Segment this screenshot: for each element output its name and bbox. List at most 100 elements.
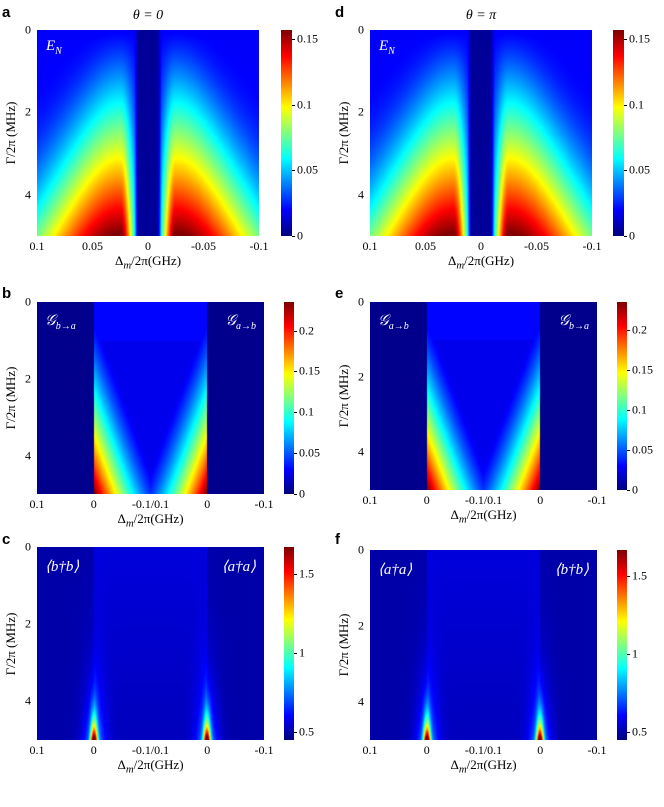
x-tick-label: 0 <box>537 493 544 507</box>
colorbar-tick-label: 0.2 <box>299 323 314 338</box>
panel-title: θ = 0 <box>132 8 164 23</box>
panel-letter: c <box>2 531 11 548</box>
annotation-left: ⟨a†a⟩ <box>378 560 412 579</box>
colorbar-tick-label: 0.1 <box>632 402 647 417</box>
colorbar-tick-mark <box>627 410 630 411</box>
x-tick-label: -0.1 <box>587 743 607 757</box>
x-axis-label-sub: m <box>458 513 467 526</box>
colorbar-d <box>613 30 624 236</box>
annotation-sub: N <box>55 46 62 57</box>
annotation-right: 𝒢a→b <box>225 312 256 332</box>
y-tick-label: 0 <box>25 22 31 37</box>
x-tick-label: 0.05 <box>415 239 436 253</box>
x-tick-label: -0.05 <box>191 239 216 253</box>
annotation-left: EN <box>379 38 395 57</box>
colorbar-tick-mark <box>627 490 630 491</box>
annotation-left: EN <box>46 38 62 57</box>
y-tick-label: 4 <box>25 448 31 463</box>
x-axis-label-rest: /2π(GHz) <box>466 757 517 772</box>
panel-letter: f <box>335 531 340 548</box>
annotation-text: E <box>46 38 56 54</box>
panel-letter: d <box>335 4 345 21</box>
y-tick-label: 0 <box>358 542 364 557</box>
annotation-right: 𝒢b→a <box>558 312 589 332</box>
x-tick-label: -0.1/0.1 <box>131 497 170 511</box>
colorbar-tick-label: 0.05 <box>629 162 650 177</box>
colorbar-tick-mark <box>292 104 295 106</box>
y-tick-label: 0 <box>358 22 364 37</box>
annotation-text: E <box>379 38 389 54</box>
x-tick-label: 0 <box>204 497 211 511</box>
x-axis-label-rest: /2π(GHz) <box>464 253 515 268</box>
annotation-left: 𝒢b→a <box>45 312 76 332</box>
x-axis-label-rest: /2π(GHz) <box>466 507 517 522</box>
x-tick-label: -0.1 <box>254 743 274 757</box>
y-tick-label: 2 <box>25 616 31 631</box>
annotation-text: ⟨a†a⟩ <box>378 562 413 578</box>
heatmap-d <box>370 30 592 236</box>
y-axis-label: Γ/2π (MHz) <box>3 101 18 165</box>
y-tick-label: 2 <box>358 104 364 119</box>
colorbar-tick-mark <box>292 39 295 41</box>
colorbar-tick-mark <box>624 104 627 106</box>
colorbar-tick-mark <box>627 576 630 578</box>
annotation-text: ⟨a†a⟩ <box>221 559 256 575</box>
x-tick-label: 0 <box>145 239 151 253</box>
x-tick-label: 0 <box>90 743 97 757</box>
y-axis-label: Γ/2π (MHz) <box>3 612 18 675</box>
x-tick-label: 0 <box>537 743 544 757</box>
x-axis-label-main: Δ <box>117 511 126 526</box>
colorbar-tick-label: 0.5 <box>632 724 647 739</box>
heatmap-f <box>370 550 597 740</box>
annotation-right: ⟨b†b⟩ <box>555 560 589 579</box>
x-axis-label-sub: m <box>458 763 467 776</box>
x-tick-label: 0.1 <box>362 493 378 507</box>
colorbar-tick-mark <box>624 236 627 237</box>
colorbar-tick-mark <box>627 330 630 331</box>
y-axis-label: Γ/2π (MHz) <box>3 366 18 430</box>
colorbar-b <box>284 302 294 494</box>
x-axis-label: Δm/2π(GHz) <box>117 511 183 530</box>
annotation-text: 𝒢 <box>558 313 569 329</box>
colorbar-tick-mark <box>294 494 297 495</box>
colorbar-tick-mark <box>294 652 297 654</box>
x-tick-label: -0.05 <box>524 239 549 253</box>
panel-letter: b <box>2 285 12 302</box>
colorbar-tick-mark <box>294 330 297 332</box>
colorbar-tick-label: 0.15 <box>297 31 318 46</box>
colorbar-f <box>617 550 627 740</box>
colorbar-tick-label: 0 <box>629 228 635 243</box>
annotation-text: 𝒢 <box>45 313 56 329</box>
annotation-right: ⟨a†a⟩ <box>222 557 256 576</box>
colorbar-tick-mark <box>294 371 297 373</box>
colorbar-tick-label: 1 <box>632 646 638 661</box>
x-axis-label: Δm/2π(GHz) <box>450 507 516 526</box>
y-tick-label: 4 <box>25 187 31 202</box>
y-tick-label: 4 <box>358 444 364 459</box>
colorbar-tick-mark <box>627 450 630 451</box>
colorbar-tick-label: 0.05 <box>299 445 320 460</box>
panel-letter: a <box>2 4 11 21</box>
annotation-text: 𝒢 <box>378 313 389 329</box>
colorbar-tick-label: 0.5 <box>299 724 314 739</box>
x-axis-label-rest: /2π(GHz) <box>133 757 184 772</box>
x-axis-label-main: Δ <box>450 507 459 522</box>
annotation-text: 𝒢 <box>225 313 236 329</box>
colorbar-tick-mark <box>624 170 627 172</box>
colorbar-tick-label: 1 <box>299 645 305 660</box>
colorbar-tick-label: 0 <box>299 486 305 501</box>
x-tick-label: 0.1 <box>362 743 378 757</box>
colorbar-tick-mark <box>294 732 297 734</box>
colorbar-tick-label: 0.1 <box>299 404 314 419</box>
x-axis-label-main: Δ <box>447 253 457 268</box>
x-axis-label: Δm/2π(GHz) <box>448 253 514 272</box>
colorbar-tick-label: 0 <box>632 482 638 497</box>
x-tick-label: 0 <box>423 493 430 507</box>
colorbar-tick-label: 0.05 <box>297 162 318 177</box>
colorbar-tick-mark <box>292 236 295 237</box>
colorbar-tick-label: 0.1 <box>629 97 644 112</box>
x-tick-label: 0 <box>478 239 484 253</box>
x-axis-label-main: Δ <box>114 253 124 268</box>
colorbar-e <box>617 302 627 490</box>
x-tick-label: -0.1 <box>249 239 269 253</box>
